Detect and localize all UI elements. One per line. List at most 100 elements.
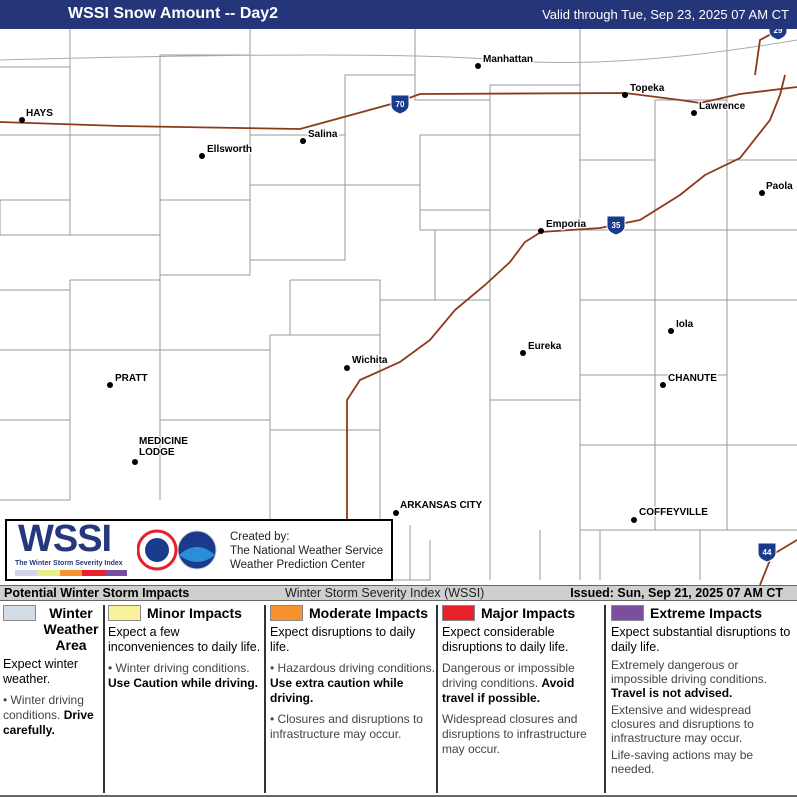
header: WSSI Snow Amount -- Day2 Valid through T… xyxy=(0,0,797,29)
bullet-text: Extremely dangerous or impossible drivin… xyxy=(611,658,768,686)
color-swatch xyxy=(108,605,141,621)
bullet-text: Hazardous driving conditions. xyxy=(277,661,435,675)
category-name: Moderate Impacts xyxy=(309,605,429,621)
category-name: Extreme Impacts xyxy=(650,605,763,621)
shield-number: 44 xyxy=(763,548,772,557)
city-label: CHANUTE xyxy=(668,373,717,384)
bullet-emphasis: Avoid travel if possible. xyxy=(442,676,575,705)
city-topeka: Topeka xyxy=(622,82,666,98)
city-dot xyxy=(107,382,113,388)
city-dot xyxy=(691,110,697,116)
index-name: Winter Storm Severity Index (WSSI) xyxy=(285,586,485,600)
city-medicine-lodge: MEDICINE LODGE xyxy=(132,435,189,465)
city-dot xyxy=(660,382,666,388)
nws-noaa-logos xyxy=(137,529,217,571)
map[interactable]: 70 35 29 44 HAYS Ellsworth Salina Manhattan… xyxy=(0,29,797,585)
city-dot xyxy=(538,228,544,234)
city-ellsworth: Ellsworth xyxy=(199,143,253,159)
city-eureka: Eureka xyxy=(520,340,563,356)
bullet-text: Life-saving actions may be needed. xyxy=(611,748,754,776)
bullet-emphasis: Travel is not advised. xyxy=(611,686,733,700)
color-swatch xyxy=(442,605,475,621)
category-name: Major Impacts xyxy=(481,605,576,621)
category-bullet: Dangerous or impossible driving conditio… xyxy=(442,661,602,706)
org-nws: The National Weather Service xyxy=(230,545,384,557)
bullet-emphasis: Drive carefully. xyxy=(3,708,94,737)
city-coffeyville: COFFEYVILLE xyxy=(631,506,709,523)
legend-major-impacts: Major Impacts Expect considerable disrupt… xyxy=(442,605,602,793)
city-label: Salina xyxy=(308,129,338,140)
color-swatch xyxy=(270,605,303,621)
wssi-subtitle: The Winter Storm Severity Index xyxy=(15,560,123,567)
category-name: Winter Weather Area xyxy=(43,605,99,653)
city-dot xyxy=(393,510,399,516)
legend-moderate-impacts: Moderate Impacts Expect disruptions to da… xyxy=(270,605,436,793)
color-swatch xyxy=(3,605,36,621)
category-name: Minor Impacts xyxy=(147,605,242,621)
bullet-text: Dangerous or impossible driving conditio… xyxy=(442,661,575,690)
city-lawrence: Lawrence xyxy=(691,100,747,116)
category-bullet: Widespread closures and disruptions to i… xyxy=(442,712,602,757)
bullet-text: Closures and disruptions to infrastructu… xyxy=(270,712,423,741)
city-dot xyxy=(520,350,526,356)
category-description: Expect substantial disruptions to daily … xyxy=(611,625,791,654)
legend-title: Potential Winter Storm Impacts xyxy=(4,586,190,600)
i-44-shield: 44 xyxy=(757,542,777,563)
city-label: Ellsworth xyxy=(207,144,252,155)
city-dot xyxy=(668,328,674,334)
city-dot xyxy=(622,92,628,98)
issued-time: Issued: Sun, Sep 21, 2025 07 AM CT xyxy=(570,586,783,600)
bullet-emphasis: Use extra caution while driving. xyxy=(270,676,404,705)
city-label: COFFEYVILLE xyxy=(639,507,708,518)
org-wpc: Weather Prediction Center xyxy=(230,559,366,571)
city-label: Iola xyxy=(676,319,694,330)
city-dot xyxy=(631,517,637,523)
city-dot xyxy=(199,153,205,159)
bullet-emphasis: Use Caution while driving. xyxy=(108,676,259,690)
city-label: HAYS xyxy=(26,108,53,119)
county-lines xyxy=(0,29,797,581)
category-bullet: • Closures and disruptions to infrastruc… xyxy=(270,712,423,741)
i-29-shield: 29 xyxy=(768,29,788,41)
shield-number: 35 xyxy=(612,221,621,230)
legend-winter-weather-area: Winter Weather Area Expect winter weather… xyxy=(3,605,102,793)
city-salina: Salina xyxy=(300,128,339,144)
bullet-text: Winter driving conditions. xyxy=(3,693,84,722)
category-bullet: • Winter driving conditions. Drive caref… xyxy=(3,693,94,737)
created-by: Created by: xyxy=(230,531,290,543)
logo-box: WSSI The Winter Storm Severity Index Cre… xyxy=(5,519,393,581)
category-description: Expect considerable disruptions to daily… xyxy=(442,625,569,654)
category-bullet: Extensive and widespread closures and di… xyxy=(611,703,795,745)
legend-divider xyxy=(436,605,438,793)
city-label: MEDICINE LODGE xyxy=(139,436,188,458)
city-label: Paola xyxy=(766,181,793,192)
legend-divider xyxy=(103,605,105,793)
credits: Created by: The National Weather Service… xyxy=(230,530,383,572)
city-pratt: PRATT xyxy=(107,372,149,388)
city-wichita: Wichita xyxy=(344,354,389,371)
city-dot xyxy=(19,117,25,123)
city-manhattan: Manhattan xyxy=(475,53,534,69)
city-label: PRATT xyxy=(115,373,148,384)
legend-title-bar: Potential Winter Storm Impacts Winter St… xyxy=(0,585,797,601)
impact-legend: Winter Weather Area Expect winter weather… xyxy=(0,601,797,797)
city-markers: HAYS Ellsworth Salina Manhattan Topeka Lawren… xyxy=(19,53,794,523)
wssi-logo: WSSI xyxy=(18,519,112,560)
i-70-route xyxy=(0,86,797,130)
legend-divider xyxy=(604,605,606,793)
shield-number: 70 xyxy=(396,100,405,109)
city-dot xyxy=(475,63,481,69)
city-label: Manhattan xyxy=(483,54,533,65)
i-35-shield: 35 xyxy=(606,215,626,236)
city-emporia: Emporia xyxy=(538,218,588,234)
city-paola: Paola xyxy=(759,180,794,196)
city-iola: Iola xyxy=(668,318,695,334)
category-description: Expect winter weather. xyxy=(3,657,79,686)
category-description: Expect a few inconveniences to daily lif… xyxy=(108,625,261,654)
category-bullet: • Hazardous driving conditions. Use extr… xyxy=(270,661,435,705)
city-dot xyxy=(344,365,350,371)
city-hays: HAYS xyxy=(19,107,54,123)
city-label: ARKANSAS CITY xyxy=(400,500,483,511)
legend-divider xyxy=(264,605,266,793)
category-bullet: • Winter driving conditions. Use Caution… xyxy=(108,661,259,690)
